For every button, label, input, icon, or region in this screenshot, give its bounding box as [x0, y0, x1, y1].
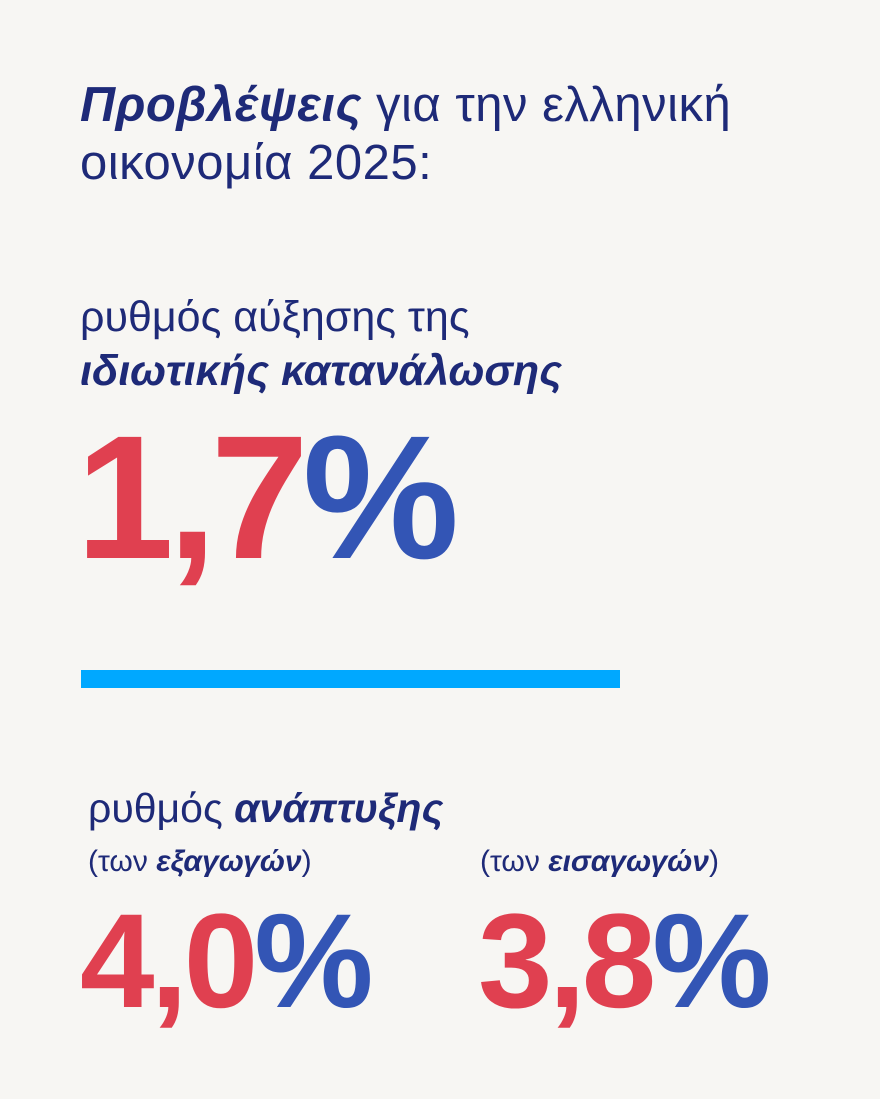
exports-percent: %	[254, 887, 373, 1036]
consumption-number: 1,7	[76, 400, 309, 596]
exports-close: )	[301, 845, 312, 878]
page-title: Προβλέψεις για την ελληνική οικονομία 20…	[80, 76, 731, 192]
consumption-label: ρυθμός αύξησης της ιδιωτικής κατανάλωσης	[80, 290, 562, 398]
exports-value: 4,0%	[80, 895, 373, 1029]
consumption-label-line1: ρυθμός αύξησης της	[80, 293, 470, 341]
consumption-value: 1,7%	[76, 410, 459, 586]
exports-number: 4,0	[80, 887, 258, 1036]
growth-label: ρυθμός ανάπτυξης	[88, 785, 443, 832]
growth-label-prefix: ρυθμός	[88, 785, 235, 831]
imports-value: 3,8%	[478, 895, 771, 1029]
imports-close: )	[708, 845, 719, 878]
imports-bold: εισαγωγών	[548, 845, 709, 878]
imports-percent: %	[652, 887, 771, 1036]
imports-number: 3,8	[478, 887, 656, 1036]
title-line2: οικονομία 2025:	[80, 136, 433, 190]
title-bold: Προβλέψεις	[80, 78, 362, 132]
exports-open: (των	[88, 845, 157, 878]
title-rest: για την ελληνική	[361, 78, 732, 132]
imports-label: (των εισαγωγών)	[480, 845, 719, 879]
consumption-percent: %	[302, 400, 459, 596]
exports-label: (των εξαγωγών)	[88, 845, 312, 879]
consumption-label-line2: ιδιωτικής κατανάλωσης	[80, 347, 563, 395]
divider	[81, 670, 620, 688]
growth-label-bold: ανάπτυξης	[234, 785, 444, 831]
imports-open: (των	[480, 845, 549, 878]
exports-bold: εξαγωγών	[156, 845, 302, 878]
